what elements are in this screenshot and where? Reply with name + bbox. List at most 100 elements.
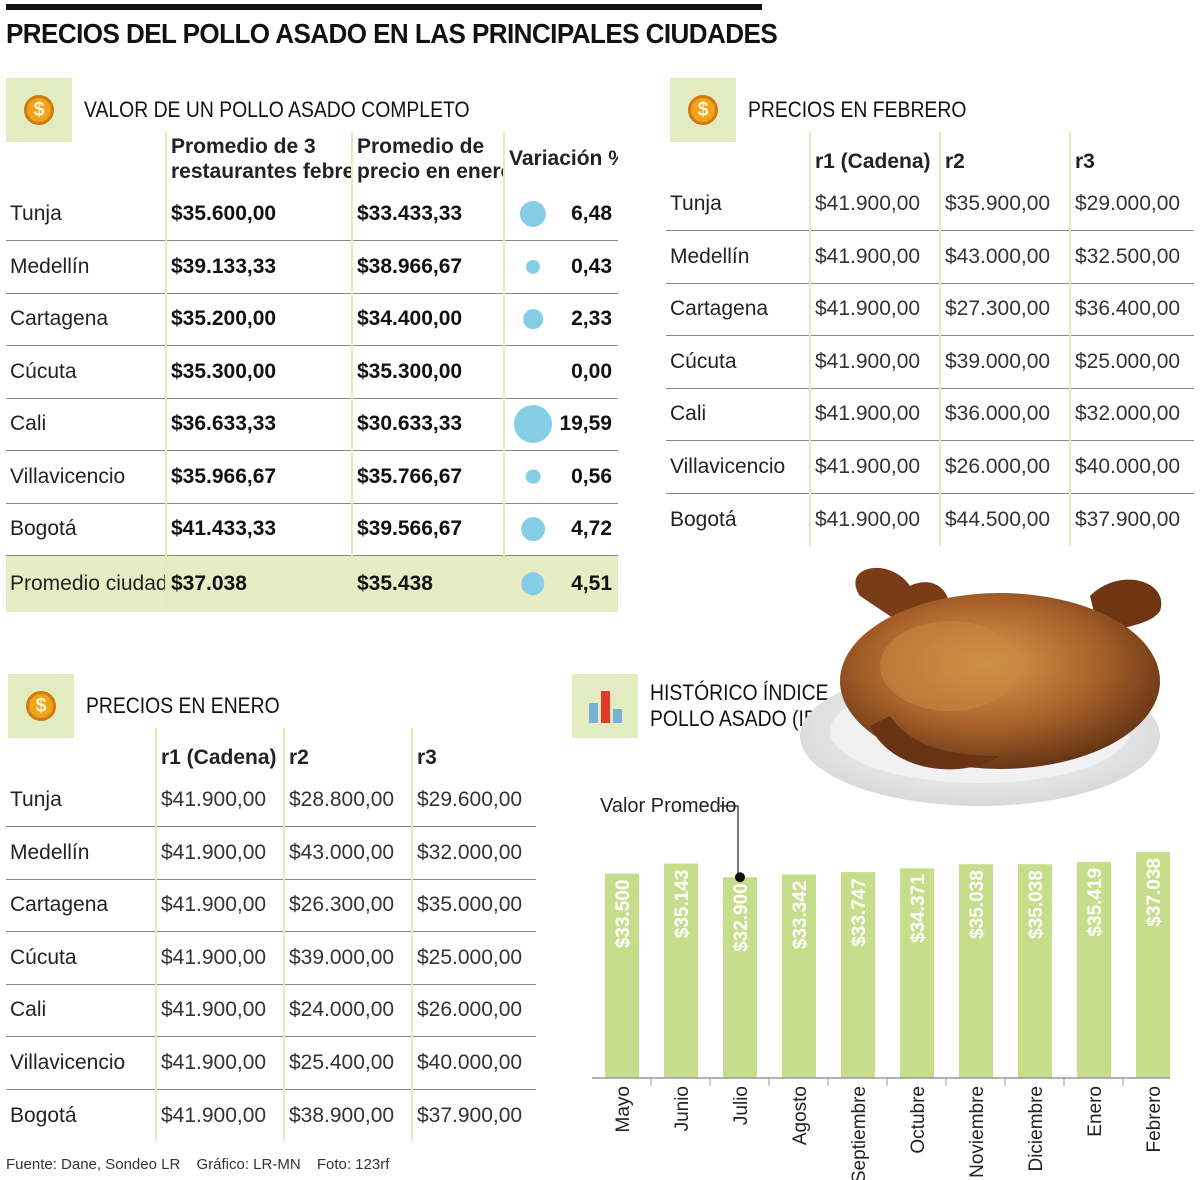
price-r3: $25.000,00	[1069, 335, 1194, 388]
price-febrero: $35.600,00	[165, 188, 352, 241]
price-r2: $43.000,00	[283, 826, 412, 879]
city-name: Bogotá	[10, 517, 77, 541]
bar-value-label: $35.143	[672, 870, 693, 939]
roast-chicken-photo	[800, 567, 1162, 806]
completo-header: $ VALOR DE UN POLLO ASADO COMPLETO	[6, 78, 522, 142]
bar-diciembre	[1018, 864, 1052, 1078]
page-title: PRECIOS DEL POLLO ASADO EN LAS PRINCIPAL…	[6, 18, 778, 49]
variation-value: 19,59	[559, 412, 612, 436]
source-foto: Foto: 123rf	[316, 1156, 390, 1173]
category-label: Enero	[1085, 1086, 1106, 1137]
price-febrero: $39.133,33	[165, 240, 352, 293]
table-row: Cali $41.900,00 $24.000,00 $26.000,00	[6, 984, 536, 1037]
price-r1: $41.900,00	[809, 388, 940, 441]
variation-bubble	[519, 200, 547, 228]
city-name: Villavicencio	[670, 454, 786, 478]
header-r2: r2	[939, 132, 1070, 178]
table-row: Medellín $39.133,33 $38.966,67 0,43	[6, 240, 618, 293]
price-enero: $35.300,00	[351, 345, 504, 398]
table-row: Villavicencio $41.900,00 $26.000,00 $40.000…	[666, 440, 1194, 493]
enero-table: r1 (Cadena) r2 r3 Tunja $41.900,00 $28.800…	[6, 728, 536, 1142]
dollar-coin-icon: $	[24, 95, 54, 125]
header-r1: r1 (Cadena)	[809, 132, 940, 178]
completo-icon-box: $	[6, 78, 72, 142]
chart-header: HISTÓRICO ÍNDICE POLLO ASADO (IPA)	[572, 674, 860, 738]
price-r1: $41.900,00	[155, 1036, 284, 1089]
bar-value-label: $32.900	[731, 883, 752, 952]
price-r3: $32.500,00	[1069, 230, 1194, 283]
table-row: Cúcuta $35.300,00 $35.300,00 0,00	[6, 345, 618, 398]
price-r3: $32.000,00	[1069, 388, 1194, 441]
category-label: Agosto	[790, 1086, 811, 1145]
price-r1: $41.900,00	[155, 984, 284, 1037]
table-row: Medellín $41.900,00 $43.000,00 $32.000,00	[6, 826, 536, 879]
bar-value-label: $35.038	[967, 870, 988, 939]
table-row: Bogotá $41.433,33 $39.566,67 4,72	[6, 503, 618, 556]
price-enero: $38.966,67	[351, 240, 504, 293]
category-label: Junio	[672, 1086, 693, 1131]
variation-value: 0,56	[571, 464, 612, 488]
price-r3: $36.400,00	[1069, 283, 1194, 336]
price-r2: $26.000,00	[939, 440, 1070, 493]
price-r1: $41.900,00	[809, 335, 940, 388]
price-r1: $41.900,00	[155, 826, 284, 879]
febrero-icon-box: $	[670, 78, 736, 142]
city-name: Cartagena	[10, 893, 109, 917]
enero-header: $ PRECIOS EN ENERO	[8, 674, 306, 738]
header-r2: r2	[283, 728, 412, 774]
variation-bubble	[523, 309, 543, 330]
febrero-header-row: r1 (Cadena) r2 r3	[666, 132, 1194, 178]
bar-value-label: $33.747	[849, 878, 870, 947]
valor-promedio-label: Valor Promedio	[600, 795, 736, 817]
chart-icon-box	[572, 674, 638, 738]
city-name: Cúcuta	[10, 359, 77, 383]
table-row: Medellín $41.900,00 $43.000,00 $32.500,00	[666, 230, 1194, 283]
table-row: Bogotá $41.900,00 $44.500,00 $37.900,00	[666, 493, 1194, 546]
city-name: Bogotá	[10, 1103, 77, 1127]
variation-cell: 4,51	[503, 555, 618, 612]
price-r2: $25.400,00	[283, 1036, 412, 1089]
price-r3: $29.600,00	[411, 774, 536, 827]
city-name: Cartagena	[670, 297, 769, 321]
price-r3: $40.000,00	[411, 1036, 536, 1089]
variation-bubble	[521, 572, 545, 596]
price-febrero: $36.633,33	[165, 398, 352, 451]
table-row: Cúcuta $41.900,00 $39.000,00 $25.000,00	[6, 931, 536, 984]
price-r2: $43.000,00	[939, 230, 1070, 283]
variation-value: 4,72	[571, 517, 612, 541]
price-r3: $29.000,00	[1069, 178, 1194, 231]
price-enero: $35.438	[351, 555, 504, 612]
city-name: Cúcuta	[670, 349, 737, 373]
city-name: Cúcuta	[10, 945, 77, 969]
header-r3: r3	[1069, 132, 1194, 178]
variation-cell: 2,33	[503, 293, 618, 346]
price-r1: $41.900,00	[809, 230, 940, 283]
price-febrero: $35.300,00	[165, 345, 352, 398]
bar-noviembre	[959, 864, 993, 1078]
bar-junio	[664, 863, 698, 1078]
header-city	[6, 132, 166, 188]
table-row: Tunja $41.900,00 $35.900,00 $29.000,00	[666, 178, 1194, 231]
table-row: Tunja $35.600,00 $33.433,33 6,48	[6, 188, 618, 241]
bar-julio	[723, 877, 757, 1078]
city-name: Cali	[670, 402, 707, 426]
febrero-header: $ PRECIOS EN FEBRERO	[670, 78, 996, 142]
price-r2: $36.000,00	[939, 388, 1070, 441]
variation-cell: 4,72	[503, 503, 618, 556]
price-r1: $41.900,00	[155, 1089, 284, 1142]
variation-value: 0,43	[571, 254, 612, 278]
average-row: Promedio ciudades$37.038$35.438 4,51	[6, 555, 618, 612]
price-r2: $26.300,00	[283, 879, 412, 932]
febrero-title: PRECIOS EN FEBRERO	[748, 97, 967, 122]
table-row: Cartagena $41.900,00 $27.300,00 $36.400,00	[666, 283, 1194, 336]
city-name: Medellín	[670, 244, 750, 268]
header-ene: Promedio de precio en enero	[351, 132, 504, 188]
dollar-coin-icon: $	[26, 691, 56, 721]
price-r3: $37.900,00	[411, 1089, 536, 1142]
header-city	[6, 728, 156, 774]
price-febrero: $35.200,00	[165, 293, 352, 346]
price-febrero: $37.038	[165, 555, 352, 612]
price-r2: $35.900,00	[939, 178, 1070, 231]
variation-bubble	[525, 469, 541, 485]
